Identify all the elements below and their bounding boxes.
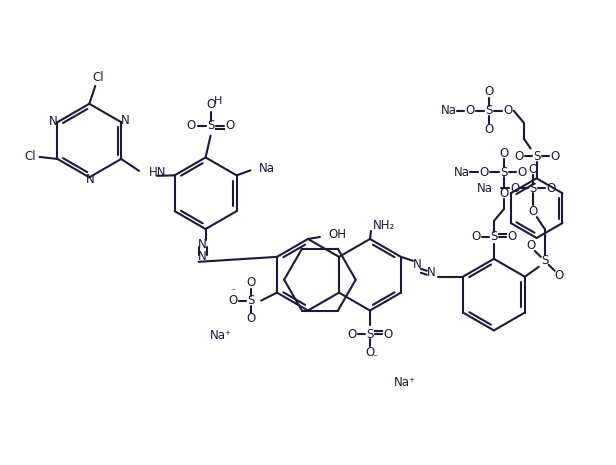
Text: O: O bbox=[484, 86, 493, 98]
Text: S: S bbox=[367, 328, 374, 341]
Text: S: S bbox=[490, 231, 498, 244]
Text: O: O bbox=[479, 166, 488, 179]
Text: H: H bbox=[214, 96, 223, 106]
Text: O: O bbox=[186, 119, 195, 132]
Text: S: S bbox=[541, 254, 548, 267]
Text: O: O bbox=[499, 147, 508, 160]
Text: Cl: Cl bbox=[25, 151, 36, 164]
Text: O: O bbox=[466, 104, 475, 117]
Text: N: N bbox=[413, 258, 421, 271]
Text: Na⁺: Na⁺ bbox=[394, 376, 416, 389]
Text: ⁻: ⁻ bbox=[373, 353, 378, 363]
Text: O: O bbox=[484, 123, 493, 136]
Text: O: O bbox=[528, 205, 537, 218]
Text: O: O bbox=[546, 182, 556, 195]
Text: S: S bbox=[485, 104, 493, 117]
Text: N: N bbox=[426, 266, 435, 279]
Text: S: S bbox=[207, 119, 214, 132]
Text: OH: OH bbox=[328, 228, 346, 241]
Text: Na: Na bbox=[477, 182, 493, 195]
Text: O: O bbox=[471, 231, 480, 244]
Text: O: O bbox=[507, 231, 516, 244]
Text: Na: Na bbox=[441, 104, 457, 117]
Text: O: O bbox=[526, 239, 535, 252]
Text: O: O bbox=[229, 294, 238, 307]
Text: NH₂: NH₂ bbox=[373, 219, 395, 232]
Text: O: O bbox=[365, 346, 375, 359]
Text: O: O bbox=[503, 104, 513, 117]
Text: Na: Na bbox=[454, 166, 470, 179]
Text: S: S bbox=[500, 166, 508, 179]
Text: O: O bbox=[206, 98, 215, 111]
Text: Na: Na bbox=[259, 162, 275, 175]
Text: O: O bbox=[246, 276, 256, 289]
Text: N: N bbox=[121, 113, 129, 126]
Text: Cl: Cl bbox=[92, 72, 104, 85]
Text: N: N bbox=[198, 239, 207, 252]
Text: O: O bbox=[226, 119, 235, 132]
Text: Na⁺: Na⁺ bbox=[210, 329, 232, 342]
Text: N: N bbox=[198, 250, 207, 263]
Text: O: O bbox=[528, 163, 537, 176]
Text: O: O bbox=[554, 269, 563, 282]
Text: HN: HN bbox=[149, 166, 166, 179]
Text: O: O bbox=[510, 182, 519, 195]
Text: O: O bbox=[517, 166, 526, 179]
Text: O: O bbox=[246, 312, 256, 325]
Text: N: N bbox=[49, 115, 58, 128]
Text: O: O bbox=[347, 328, 357, 341]
Text: S: S bbox=[529, 182, 537, 195]
Text: O: O bbox=[383, 328, 392, 341]
Text: S: S bbox=[248, 294, 255, 307]
Text: O: O bbox=[550, 150, 559, 163]
Text: O: O bbox=[499, 187, 508, 200]
Text: O: O bbox=[514, 150, 524, 163]
Text: S: S bbox=[533, 150, 540, 163]
Text: ⁻: ⁻ bbox=[231, 288, 236, 298]
Text: N: N bbox=[86, 173, 95, 186]
